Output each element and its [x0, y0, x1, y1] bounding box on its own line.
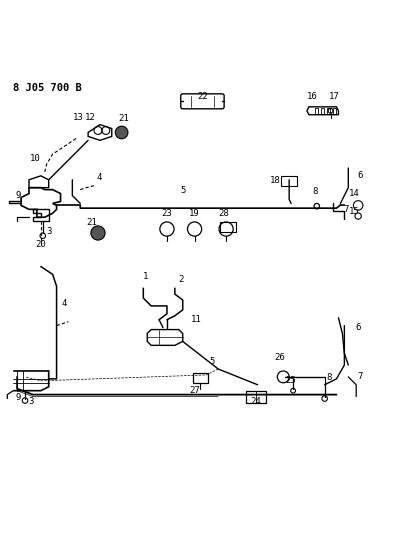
Text: 4: 4: [62, 300, 67, 309]
Text: 28: 28: [219, 209, 229, 218]
Text: 5: 5: [210, 358, 215, 366]
Text: 25: 25: [286, 376, 297, 384]
Bar: [220, 222, 236, 232]
Text: 23: 23: [162, 209, 172, 218]
Text: 2: 2: [178, 274, 183, 284]
Text: 5: 5: [180, 187, 185, 195]
Text: 3: 3: [46, 227, 51, 236]
Text: 16: 16: [306, 93, 318, 101]
Bar: [327, 108, 330, 114]
Text: 9: 9: [15, 191, 21, 200]
Text: 22: 22: [197, 92, 208, 101]
Text: 14: 14: [349, 189, 360, 198]
Text: 8 J05 700 B: 8 J05 700 B: [13, 83, 82, 93]
Text: 1: 1: [143, 272, 148, 281]
Text: 9: 9: [15, 393, 21, 402]
Text: 8: 8: [326, 373, 331, 382]
Bar: [315, 108, 318, 114]
Circle shape: [91, 226, 105, 240]
Circle shape: [355, 213, 361, 219]
Bar: [281, 176, 297, 185]
Text: 17: 17: [329, 93, 340, 101]
Text: 26: 26: [274, 353, 285, 362]
Text: 18: 18: [270, 176, 281, 185]
Bar: [193, 373, 208, 383]
Bar: [321, 108, 324, 114]
Text: 4: 4: [96, 173, 102, 182]
Bar: [246, 391, 266, 402]
Text: 27: 27: [189, 386, 200, 395]
Text: 19: 19: [189, 209, 200, 218]
Text: 10: 10: [29, 155, 40, 164]
Text: 13: 13: [73, 113, 84, 122]
Text: 6: 6: [357, 171, 363, 180]
Text: 7: 7: [344, 205, 349, 214]
Text: 21: 21: [118, 114, 129, 123]
Text: 15: 15: [349, 207, 360, 216]
Text: 21: 21: [87, 218, 97, 227]
Text: 11: 11: [191, 315, 202, 324]
Text: 8: 8: [312, 187, 318, 196]
Text: 7: 7: [357, 373, 363, 382]
Bar: [333, 108, 336, 114]
Circle shape: [115, 126, 128, 139]
Text: 3: 3: [28, 397, 34, 406]
Text: 12: 12: [85, 113, 95, 122]
Text: 20: 20: [35, 240, 46, 249]
Text: 6: 6: [355, 323, 361, 332]
Text: 24: 24: [250, 397, 261, 406]
